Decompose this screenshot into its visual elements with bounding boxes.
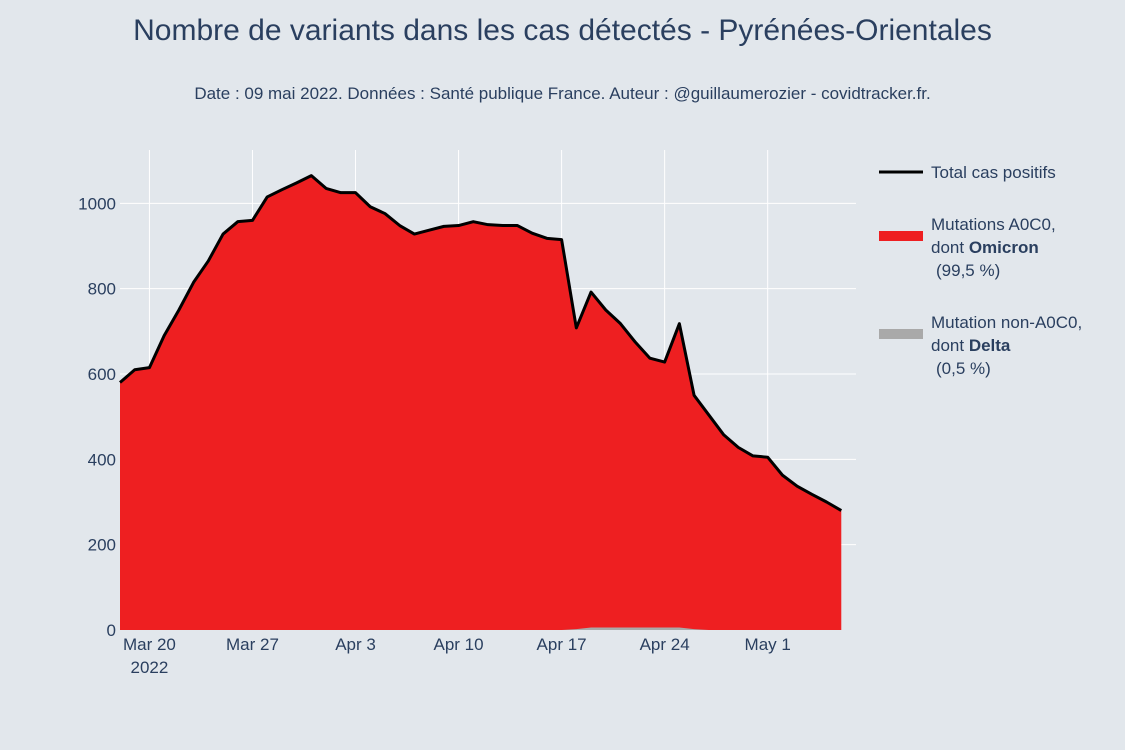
legend-label-line1: Mutation non-A0C0, xyxy=(931,313,1082,332)
y-tick-label: 0 xyxy=(107,621,116,640)
legend-label-line2: dont Omicron xyxy=(931,238,1039,257)
legend-item-omicron: Mutations A0C0, dont Omicron (99,5 %) xyxy=(879,215,1056,280)
series-line-0 xyxy=(119,174,843,512)
chart-subtitle: Date : 09 mai 2022. Données : Santé publ… xyxy=(194,84,931,103)
legend-label-total: Total cas positifs xyxy=(931,163,1056,182)
x-tick-sublabel: 2022 xyxy=(131,658,169,677)
y-tick-label: 200 xyxy=(88,536,116,555)
series-area-2 xyxy=(120,627,842,630)
x-tick-label: Apr 17 xyxy=(537,635,587,654)
chart-title: Nombre de variants dans les cas détectés… xyxy=(133,14,992,47)
legend-label-line2: dont Delta xyxy=(931,336,1011,355)
legend-item-total: Total cas positifs xyxy=(879,163,1056,182)
x-tick-label: Apr 10 xyxy=(434,635,484,654)
legend: Total cas positifs Mutations A0C0, dont Om… xyxy=(879,163,1082,378)
x-tick-label: Mar 20 xyxy=(123,635,176,654)
legend-label-line3: (0,5 %) xyxy=(936,359,991,378)
series-group xyxy=(119,174,843,630)
x-tick-label: Apr 3 xyxy=(335,635,376,654)
series-area-1 xyxy=(120,175,842,630)
x-tick-label: Mar 27 xyxy=(226,635,279,654)
x-tick-label: Apr 24 xyxy=(640,635,690,654)
legend-label-line1: Mutations A0C0, xyxy=(931,215,1056,234)
y-tick-label: 400 xyxy=(88,450,116,469)
x-tick-label: May 1 xyxy=(745,635,791,654)
legend-item-delta: Mutation non-A0C0, dont Delta (0,5 %) xyxy=(879,313,1082,378)
y-tick-label: 1000 xyxy=(78,194,116,213)
legend-label-line3: (99,5 %) xyxy=(936,261,1000,280)
legend-swatch-delta xyxy=(879,329,923,339)
y-tick-label: 800 xyxy=(88,280,116,299)
axes: 0 200 400 600 800 1000 Mar 20 2022 Mar 27 Apr 3 Ap… xyxy=(78,194,791,677)
y-tick-label: 600 xyxy=(88,365,116,384)
legend-swatch-omicron xyxy=(879,231,923,241)
